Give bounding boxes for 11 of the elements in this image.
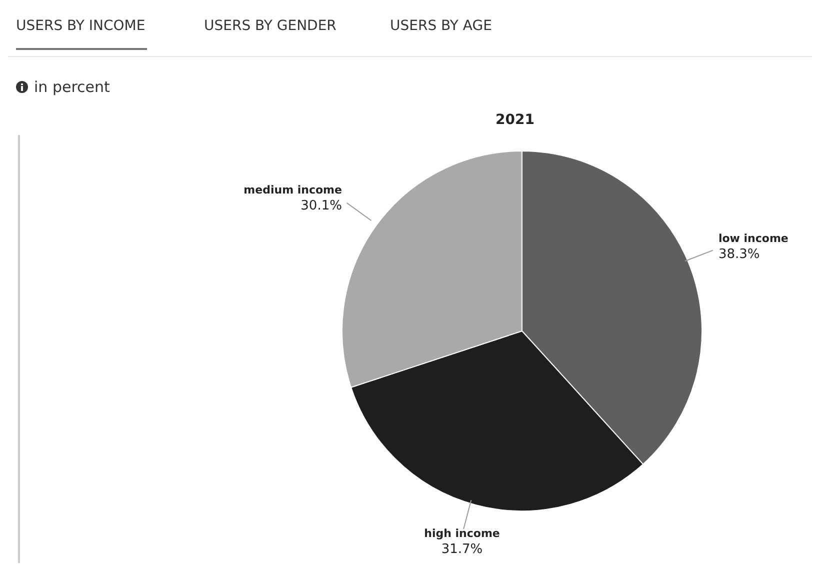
text: USERS BY INCOME <box>16 18 146 34</box>
chart-title: 2021 <box>494 112 536 128</box>
data-label: 38.3% <box>718 247 760 262</box>
slice-label: medium income <box>244 183 342 196</box>
text: in percent <box>34 78 110 96</box>
text: USERS BY GENDER <box>204 18 336 34</box>
data-label: 31.7% <box>441 542 483 557</box>
slice-label: low income <box>718 232 788 246</box>
slice-label: high income <box>424 526 500 540</box>
text: USERS BY AGE <box>390 18 492 34</box>
data-label: 30.1% <box>300 198 342 214</box>
